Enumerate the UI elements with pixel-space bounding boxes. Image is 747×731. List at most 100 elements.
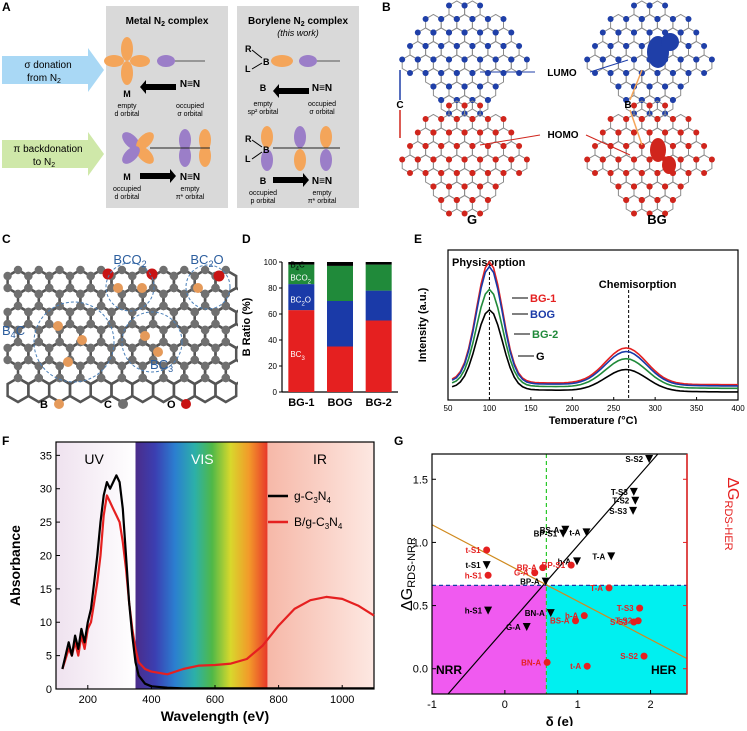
series-line-g-c3n4 — [61, 474, 374, 690]
chart-e: 50 100 150 200 250 300 350 400 Temperature (°C) I… — [417, 249, 745, 427]
orbital-lobe — [477, 83, 484, 90]
panel-label-a: A — [2, 0, 11, 14]
carbon-atom — [13, 289, 23, 299]
orbital-lobe — [638, 16, 645, 22]
nrr-point — [482, 561, 491, 570]
orbital-lobe — [654, 16, 661, 22]
x-tick-label: 0 — [502, 699, 508, 711]
svg-text:empty: empty — [117, 103, 137, 110]
carbon-atom — [117, 265, 127, 275]
orbital-lobe — [685, 143, 692, 149]
carbon-atom — [34, 325, 43, 335]
orbital-lobe — [516, 70, 523, 76]
her-point — [580, 612, 588, 620]
orbital-lobe — [422, 116, 429, 122]
nrr-point-label: S-S3 — [609, 507, 627, 516]
orbital-lobe — [446, 29, 452, 36]
orbital-lobe — [407, 143, 413, 149]
orbital-lobe — [693, 56, 700, 63]
carbon-atom — [117, 361, 127, 371]
carbon-atom — [211, 343, 220, 353]
oxygen-atom — [213, 270, 225, 282]
nrr-point-label: G-A — [506, 623, 521, 632]
orbital-lobe — [701, 43, 708, 49]
orbital-lobe — [516, 170, 523, 176]
orbital-lobe — [607, 16, 614, 22]
metal-label-bottom: M — [123, 172, 131, 182]
carbon-atom — [96, 373, 106, 383]
carbon-atom — [55, 361, 64, 371]
orbital-lobe — [453, 70, 460, 76]
orbital-lobe — [438, 197, 445, 203]
bar-bc2o-bg-1 — [288, 284, 315, 311]
orbital-lobe — [399, 156, 406, 163]
boron-atom — [193, 283, 203, 293]
her-point — [605, 584, 613, 592]
x-tick-label: 200 — [79, 694, 97, 706]
carbon-atom — [117, 373, 127, 383]
legend-c-text: C — [104, 399, 112, 411]
orbital-lobe — [461, 56, 468, 63]
orbital-lobe — [414, 129, 421, 136]
her-point-label: T-S3 — [617, 604, 634, 613]
panel-g: G -1 0 1 2 0.0 0.5 1.0 1.5 δ (e) ΔGRDS-NRR ΔGRDS-H… — [380, 432, 747, 729]
carbon-atom — [180, 265, 189, 275]
orbital-lobe — [430, 183, 437, 190]
y-axis-label: B Ratio (%) — [241, 297, 253, 356]
carbon-atom — [159, 361, 168, 371]
g-lumo-lattice — [399, 0, 530, 117]
orbital-lobe — [599, 129, 606, 136]
svg-text:L: L — [245, 154, 251, 164]
orbital-lobe — [399, 56, 406, 63]
panel-f: F UV VIS IR 200 400 600 800 1000 0 5 10 15 20 25 30 35 W… — [0, 432, 380, 726]
bc3-site-circle — [121, 311, 183, 373]
nrr-point — [629, 506, 638, 515]
orbital-lobe — [414, 56, 421, 63]
vis-label: VIS — [191, 451, 214, 467]
her-point — [630, 618, 638, 626]
orbital-lobe — [646, 83, 653, 90]
orbital-lobe — [662, 83, 669, 90]
carbon-atom — [190, 319, 199, 329]
carbon-atom — [86, 283, 95, 293]
y-tick-label: 60 — [268, 310, 277, 319]
boron-atom — [153, 347, 163, 357]
boron-atom — [77, 335, 87, 345]
orbital-lobe — [662, 210, 669, 217]
carbon-atom — [138, 361, 147, 371]
y-tick-label: 0.5 — [413, 601, 428, 613]
svg-text:p orbital: p orbital — [251, 198, 276, 205]
carbon-atom — [211, 319, 220, 329]
carbon-atom — [159, 373, 168, 383]
orbital-lobe — [477, 2, 484, 9]
her-trend-line — [431, 524, 688, 660]
orbital-lobe — [453, 43, 460, 49]
svg-text:d orbital: d orbital — [115, 194, 140, 201]
carbon-atom — [55, 337, 64, 347]
orbital-lobe — [662, 2, 669, 9]
legend-c-dot — [118, 399, 128, 409]
boron-atom — [53, 321, 63, 331]
carbon-atom — [107, 355, 116, 365]
g-label: G — [467, 212, 477, 227]
orbital-lobe — [638, 43, 645, 49]
carbon-atom — [221, 289, 230, 299]
bco2-label: BCO2 — [113, 252, 146, 269]
orbital-lobe — [623, 43, 630, 49]
nrr-point — [607, 552, 616, 561]
orbital-lobe — [607, 43, 614, 49]
orbital-lobe — [469, 43, 476, 49]
svg-text:σ orbital: σ orbital — [309, 109, 335, 116]
orbital-lobe — [461, 2, 468, 9]
orbital-lobe — [430, 83, 437, 90]
panel-a: A σ donation from N2 π backdonation to N… — [0, 0, 378, 215]
orbital-lobe — [693, 29, 700, 36]
nrr-point-label: T-S2 — [612, 497, 629, 506]
x-axis-label: Wavelength (eV) — [161, 708, 269, 724]
orbital-lobe — [693, 156, 700, 163]
x-tick-label: 350 — [690, 404, 704, 413]
carbon-atom — [3, 355, 12, 365]
carbon-atom — [3, 319, 12, 329]
carbon-atom — [24, 283, 33, 293]
lumo-label: LUMO — [547, 68, 577, 79]
